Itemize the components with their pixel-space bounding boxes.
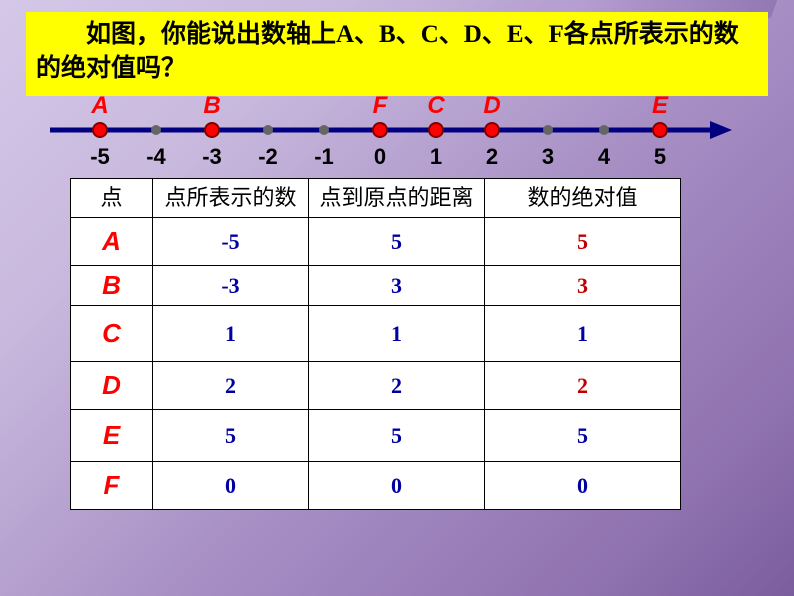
tick-label: 2 — [467, 144, 517, 170]
point-label-C: C — [411, 92, 461, 120]
point-label-A: A — [75, 92, 125, 120]
cell-absolute: 0 — [485, 462, 681, 510]
table-header-row: 点 点所表示的数 点到原点的距离 数的绝对值 — [71, 179, 681, 218]
cell-represented: 0 — [153, 462, 309, 510]
tick-label: 3 — [523, 144, 573, 170]
cell-point: D — [71, 362, 153, 410]
cell-point: A — [71, 218, 153, 266]
tick-label: -4 — [131, 144, 181, 170]
question-text: 如图，你能说出数轴上A、B、C、D、E、F各点所表示的数的绝对值吗？ — [36, 21, 739, 82]
point-label-F: F — [355, 92, 405, 120]
cell-absolute: 5 — [485, 218, 681, 266]
tick-label: -3 — [187, 144, 237, 170]
number-line: -5-4-3-2-1012345 ABFCDE — [50, 98, 730, 170]
cell-distance: 5 — [309, 410, 485, 462]
table-row: B-333 — [71, 266, 681, 306]
cell-point: C — [71, 306, 153, 362]
table-row: D222 — [71, 362, 681, 410]
cell-represented: 2 — [153, 362, 309, 410]
table-row: E555 — [71, 410, 681, 462]
cell-represented: -5 — [153, 218, 309, 266]
cell-absolute: 1 — [485, 306, 681, 362]
cell-absolute: 2 — [485, 362, 681, 410]
cell-point: E — [71, 410, 153, 462]
header-abs: 数的绝对值 — [485, 179, 681, 218]
cell-point: F — [71, 462, 153, 510]
cell-absolute: 3 — [485, 266, 681, 306]
point-label-D: D — [467, 92, 517, 120]
cell-represented: 1 — [153, 306, 309, 362]
cell-distance: 5 — [309, 218, 485, 266]
tick-label: 0 — [355, 144, 405, 170]
cell-distance: 1 — [309, 306, 485, 362]
header-represented: 点所表示的数 — [153, 179, 309, 218]
cell-distance: 3 — [309, 266, 485, 306]
tick-label: 4 — [579, 144, 629, 170]
table-row: C111 — [71, 306, 681, 362]
values-table: 点 点所表示的数 点到原点的距离 数的绝对值 A-555B-333C111D22… — [70, 178, 681, 510]
tick-label: -2 — [243, 144, 293, 170]
table-row: A-555 — [71, 218, 681, 266]
tick-label: 5 — [635, 144, 685, 170]
point-label-B: B — [187, 92, 237, 120]
tick-label: -1 — [299, 144, 349, 170]
table-row: F000 — [71, 462, 681, 510]
cell-represented: -3 — [153, 266, 309, 306]
header-distance: 点到原点的距离 — [309, 179, 485, 218]
header-point: 点 — [71, 179, 153, 218]
cell-represented: 5 — [153, 410, 309, 462]
cell-distance: 2 — [309, 362, 485, 410]
cell-distance: 0 — [309, 462, 485, 510]
tick-label: 1 — [411, 144, 461, 170]
cell-absolute: 5 — [485, 410, 681, 462]
question-box: 如图，你能说出数轴上A、B、C、D、E、F各点所表示的数的绝对值吗？ — [26, 12, 768, 96]
point-label-E: E — [635, 92, 685, 120]
cell-point: B — [71, 266, 153, 306]
tick-label: -5 — [75, 144, 125, 170]
